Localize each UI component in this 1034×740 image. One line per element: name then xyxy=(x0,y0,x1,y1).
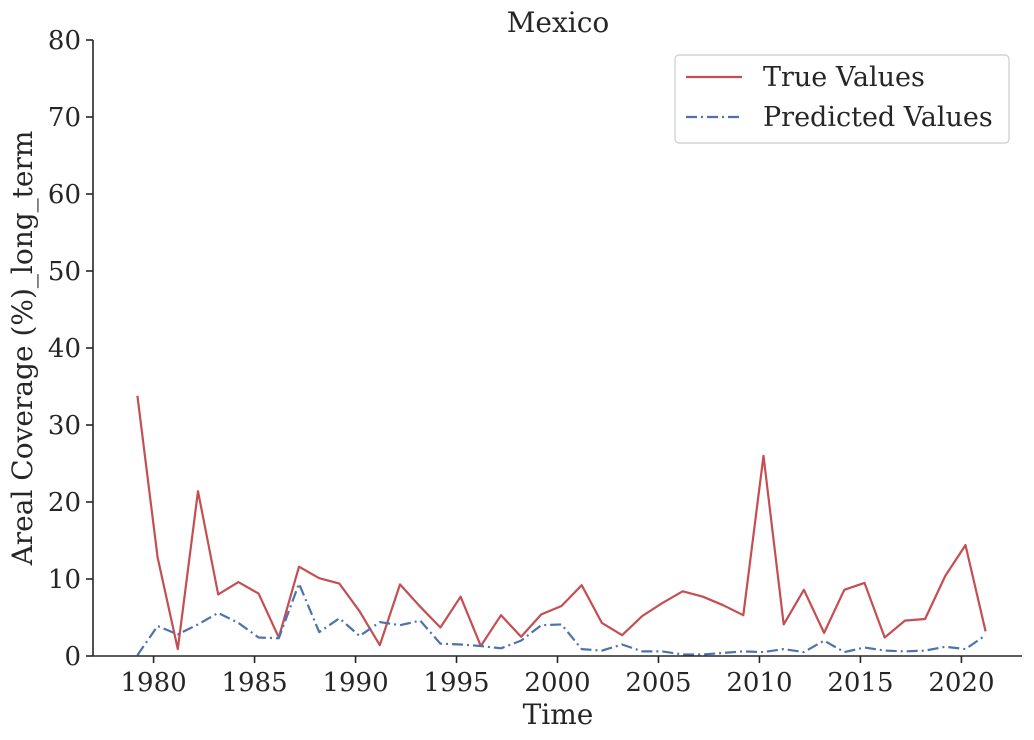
x-tick-label: 2010 xyxy=(726,668,792,698)
legend-label-predicted-values: Predicted Values xyxy=(763,102,993,133)
legend: True Values Predicted Values xyxy=(674,54,1010,144)
legend-label-true-values: True Values xyxy=(763,62,925,93)
x-axis-title: Time xyxy=(523,698,594,731)
y-axis-ticks: 0 10 20 30 40 50 60 70 80 xyxy=(48,26,93,672)
y-tick-label: 40 xyxy=(48,334,81,364)
series-line-true-values xyxy=(136,395,987,651)
y-tick-label: 30 xyxy=(48,411,81,441)
y-tick-label: 0 xyxy=(64,642,81,672)
y-tick-label: 10 xyxy=(48,565,81,595)
x-tick-label: 2015 xyxy=(827,668,893,698)
x-axis-ticks: 1980 1985 1990 1995 2000 2005 2010 2015 2020 xyxy=(121,656,994,698)
x-tick-label: 1990 xyxy=(322,668,388,698)
chart-title: Mexico xyxy=(507,6,610,39)
legend-frame xyxy=(674,54,1010,144)
x-tick-label: 2000 xyxy=(524,668,590,698)
x-tick-label: 2020 xyxy=(928,668,994,698)
x-tick-label: 1985 xyxy=(221,668,287,698)
x-tick-label: 1980 xyxy=(121,668,187,698)
plot-lines xyxy=(136,395,987,656)
y-tick-label: 70 xyxy=(48,103,81,133)
y-axis-title: Areal Coverage (%)_long_term xyxy=(6,131,39,567)
series-line-predicted-values xyxy=(136,582,987,656)
y-tick-label: 50 xyxy=(48,257,81,287)
x-tick-label: 1995 xyxy=(423,668,489,698)
y-tick-label: 80 xyxy=(48,26,81,56)
y-tick-label: 60 xyxy=(48,180,81,210)
x-tick-label: 2005 xyxy=(625,668,691,698)
y-tick-label: 20 xyxy=(48,488,81,518)
